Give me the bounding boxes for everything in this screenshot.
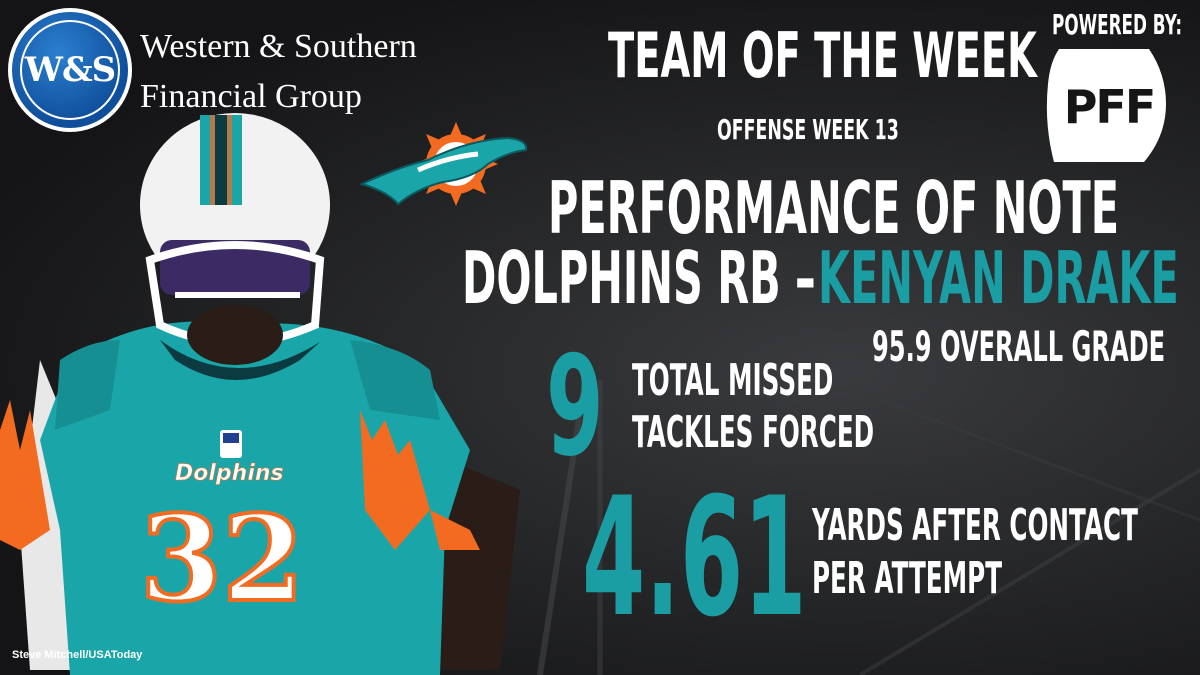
performance-heading: PERFORMANCE OF NOTE [548, 166, 1120, 250]
player-photo: Dolphins 32 [0, 113, 520, 675]
stat-label-yac-line2: PER ATTEMPT [812, 553, 1002, 604]
team-position: DOLPHINS RB – [462, 236, 816, 320]
sponsor-name-line2: Financial Group [140, 78, 362, 115]
powered-by-label: POWERED BY: [1052, 8, 1183, 41]
stat-label-missed-tackles-line2: TACKLES FORCED [632, 407, 875, 458]
stat-value-yac: 4.61 [582, 462, 807, 653]
pff-logo-text: PFF [1063, 80, 1157, 134]
stat-label-missed-tackles-line1: TOTAL MISSED [632, 355, 834, 406]
player-name: KENYAN DRAKE [818, 236, 1179, 320]
jersey-number: 32 [140, 489, 304, 628]
page-title: TEAM OF THE WEEK [608, 19, 1037, 92]
photo-credit: Steve Mitchell/USAToday [12, 649, 143, 661]
stat-label-yac-line1: YARDS AFTER CONTACT [812, 500, 1138, 551]
pff-logo: PFF [1044, 44, 1174, 164]
overall-grade: 95.9 OVERALL GRADE [872, 322, 1166, 371]
subtitle-week: OFFENSE WEEK 13 [717, 113, 899, 146]
dolphins-logo [359, 122, 528, 206]
ws-logo: W&S [8, 8, 132, 132]
stat-value-missed-tackles: 9 [546, 326, 604, 487]
jersey-wordmark: Dolphins [175, 461, 284, 486]
sponsor-name-line1: Western & Southern [140, 28, 417, 65]
ws-logo-text: W&S [20, 20, 120, 120]
